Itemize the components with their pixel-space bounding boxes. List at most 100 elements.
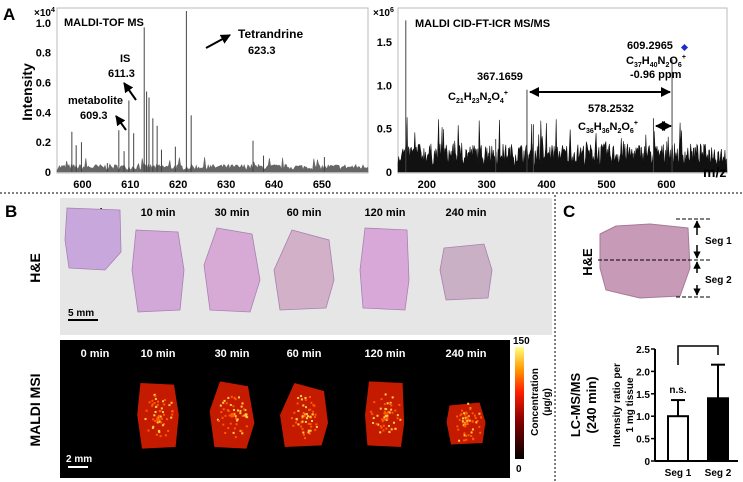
msi-intensity-pixel — [463, 439, 466, 442]
msi-intensity-pixel — [370, 410, 373, 413]
y-axis-label: Intensity — [19, 63, 35, 121]
msi-intensity-pixel — [164, 398, 167, 401]
y-multiplier: ×106 — [373, 7, 394, 19]
y-tick-label: 0.5 — [636, 435, 650, 446]
msi-intensity-pixel — [466, 421, 469, 424]
y-tick-label: 0.5 — [377, 124, 392, 136]
msi-intensity-pixel — [387, 424, 390, 427]
he-row-label: H&E — [27, 253, 43, 283]
y-tick-label: 0.2 — [36, 137, 51, 149]
msi-intensity-pixel — [234, 417, 237, 420]
msi-intensity-pixel — [241, 402, 244, 405]
msi-intensity-pixel — [159, 415, 162, 418]
msi-intensity-pixel — [463, 432, 466, 435]
seg1-label: Seg 1 — [705, 236, 732, 247]
formula-subscript: 23 — [472, 98, 480, 105]
msi-intensity-pixel — [235, 423, 238, 426]
x-tick-label: 610 — [121, 179, 139, 191]
msi-intensity-pixel — [154, 405, 157, 408]
msi-intensity-pixel — [308, 395, 311, 398]
seg2-label: Seg 2 — [705, 275, 732, 286]
formula-subscript: 36 — [602, 128, 610, 135]
msi-intensity-pixel — [386, 402, 389, 405]
msi-intensity-pixel — [457, 428, 460, 431]
msi-intensity-pixel — [219, 404, 222, 407]
msi-intensity-pixel — [224, 414, 227, 417]
formula-element: H — [464, 91, 472, 103]
msi-intensity-pixel — [385, 427, 388, 430]
msi-intensity-pixel — [171, 413, 174, 416]
msi-intensity-pixel — [302, 431, 305, 434]
msi-intensity-pixel — [154, 395, 157, 398]
annotation-tetrandrine-mz: 623.3 — [248, 45, 276, 57]
plot-frame — [56, 7, 369, 174]
bar-y-label-2: 1 mg tissue — [625, 377, 636, 432]
msi-intensity-pixel — [461, 409, 464, 412]
msi-intensity-pixel — [154, 411, 157, 414]
msi-intensity-pixel — [243, 408, 246, 411]
msi-intensity-pixel — [382, 424, 385, 427]
msi-intensity-pixel — [466, 417, 469, 420]
msi-intensity-pixel — [156, 418, 159, 421]
msi-intensity-pixel — [295, 421, 298, 424]
msi-intensity-pixel — [398, 403, 401, 406]
msi-intensity-pixel — [232, 405, 235, 408]
msi-intensity-pixel — [385, 418, 388, 421]
y-multiplier: ×104 — [34, 7, 55, 19]
x-tick-label: 300 — [478, 179, 496, 191]
msi-intensity-pixel — [379, 425, 382, 428]
annotation-609-error: -0.96 ppm — [630, 69, 682, 81]
msi-intensity-pixel — [311, 413, 314, 416]
msi-intensity-pixel — [152, 418, 155, 421]
significance-label: n.s. — [669, 385, 686, 396]
y-tick-label: 2.0 — [636, 367, 650, 378]
msi-intensity-pixel — [376, 414, 379, 417]
msi-intensity-pixel — [458, 439, 461, 442]
msi-intensity-pixel — [462, 417, 465, 420]
msi-intensity-pixel — [226, 409, 229, 412]
msi-intensity-pixel — [388, 411, 391, 414]
msi-intensity-pixel — [478, 412, 481, 415]
msi-intensity-pixel — [312, 410, 315, 413]
colorbar — [515, 347, 524, 459]
msi-intensity-pixel — [223, 399, 226, 402]
msi-intensity-pixel — [396, 417, 399, 420]
msi-intensity-pixel — [151, 404, 154, 407]
formula-subscript: 21 — [456, 98, 464, 105]
msi-intensity-pixel — [300, 425, 303, 428]
msi-intensity-pixel — [234, 398, 237, 401]
msi-intensity-pixel — [461, 420, 464, 423]
maldi-tof-spectrum: ×104 MALDI-TOF MS Intensity 0 0.2 0.4 0.6 0.… — [19, 7, 369, 191]
msi-intensity-pixel — [222, 423, 225, 426]
msi-intensity-pixel — [475, 421, 478, 424]
msi-intensity-pixel — [304, 398, 307, 401]
msi-intensity-pixel — [309, 415, 312, 418]
msi-intensity-pixel — [305, 417, 308, 420]
formula-element: N — [480, 91, 488, 103]
chart-title: MALDI-TOF MS — [64, 17, 144, 29]
msi-intensity-pixel — [236, 418, 239, 421]
msi-intensity-pixel — [156, 421, 159, 424]
msi-time-label: 120 min — [365, 348, 406, 360]
he-time-label: 30 min — [215, 207, 250, 219]
msi-intensity-pixel — [464, 418, 467, 421]
msi-intensity-pixel — [167, 429, 170, 432]
he-tissue-section — [273, 229, 335, 311]
msi-intensity-pixel — [383, 403, 386, 406]
msi-intensity-pixel — [380, 398, 383, 401]
msi-intensity-pixel — [303, 413, 306, 416]
msi-intensity-pixel — [303, 437, 306, 440]
formula-element: C — [578, 121, 586, 133]
msi-intensity-pixel — [388, 430, 391, 433]
msi-intensity-pixel — [154, 398, 157, 401]
msi-intensity-pixel — [310, 401, 313, 404]
msi-intensity-pixel — [156, 416, 159, 419]
formula-subscript: 40 — [650, 62, 658, 69]
y-tick-label: 2.5 — [636, 345, 650, 356]
msi-intensity-pixel — [313, 416, 316, 419]
msi-intensity-pixel — [240, 429, 243, 432]
y-tick-label: 1.0 — [36, 18, 51, 30]
panel-label-a: A — [3, 5, 15, 24]
msi-intensity-pixel — [381, 420, 384, 423]
msi-intensity-pixel — [385, 408, 388, 411]
